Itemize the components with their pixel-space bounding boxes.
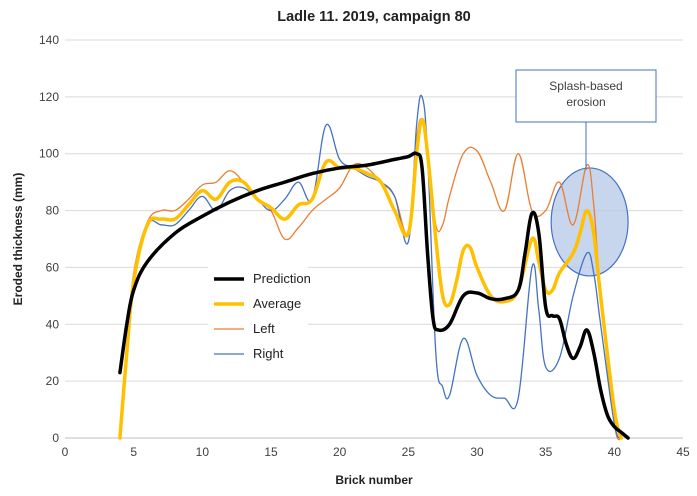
chart-title: Ladle 11. 2019, campaign 80 xyxy=(277,9,470,25)
y-tick-label: 40 xyxy=(46,317,60,331)
x-tick-label: 30 xyxy=(470,445,484,459)
x-tick-label: 40 xyxy=(608,445,622,459)
splash-erosion-ellipse xyxy=(550,167,629,277)
callout-text-line-2: erosion xyxy=(566,95,605,109)
series-line-prediction xyxy=(118,151,630,440)
callout-box xyxy=(515,69,657,123)
legend-label-prediction: Prediction xyxy=(253,271,311,286)
series-line-average xyxy=(118,117,623,440)
y-tick-label: 140 xyxy=(39,33,59,47)
legend-label-average: Average xyxy=(253,296,301,311)
x-tick-label: 15 xyxy=(264,445,278,459)
legend-label-left: Left xyxy=(253,321,275,336)
y-axis-label: Eroded thickness (mm) xyxy=(11,173,25,306)
y-tick-label: 20 xyxy=(46,374,60,388)
x-tick-label: 20 xyxy=(333,445,347,459)
legend-box xyxy=(208,264,308,368)
y-tick-label: 60 xyxy=(46,260,60,274)
x-tick-label: 5 xyxy=(130,445,137,459)
y-tick-label: 80 xyxy=(46,204,60,218)
x-axis-label: Brick number xyxy=(335,473,413,487)
y-tick-label: 100 xyxy=(39,147,59,161)
series-line-left xyxy=(119,118,622,441)
x-tick-label: 0 xyxy=(62,445,69,459)
callout-text-line-1: Splash-based xyxy=(549,79,622,93)
legend: Prediction Average Left Right xyxy=(208,264,311,368)
series-lines xyxy=(118,94,630,441)
x-tick-label: 45 xyxy=(676,445,690,459)
x-tick-label: 35 xyxy=(539,445,553,459)
legend-label-right: Right xyxy=(253,346,284,361)
y-tick-label: 0 xyxy=(52,431,59,445)
series-line-right xyxy=(119,94,622,439)
x-tick-label: 25 xyxy=(402,445,416,459)
annotation-callout: Splash-based erosion xyxy=(515,69,657,170)
x-tick-label: 10 xyxy=(196,445,210,459)
y-tick-label: 120 xyxy=(39,90,59,104)
axes: 0 20 40 60 80 100 120 140 0 5 10 15 20 25 30 35 40 45 xyxy=(39,33,690,459)
annotation-ellipse-group xyxy=(550,167,629,277)
